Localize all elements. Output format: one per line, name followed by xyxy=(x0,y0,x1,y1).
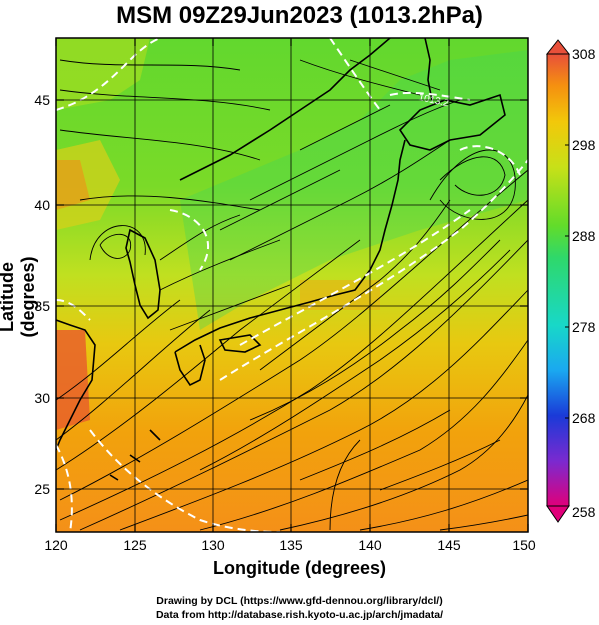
credit-drawing: Drawing by DCL (https://www.gfd-dennou.o… xyxy=(156,595,443,607)
x-tick-label: 125 xyxy=(123,537,147,553)
colorbar-tick-label: 298 xyxy=(572,137,596,153)
x-axis-label: Longitude (degrees) xyxy=(212,558,386,578)
x-tick-label: 120 xyxy=(44,537,68,553)
colorbar-tick-label: 278 xyxy=(572,319,596,335)
x-tick-labels: 120 125 130 135 140 145 150 xyxy=(44,537,536,553)
gridlines xyxy=(56,38,528,532)
y-tick-marks xyxy=(56,99,528,490)
colorbar-tick-label: 288 xyxy=(572,228,596,244)
colorbar-max-arrow xyxy=(545,39,571,55)
y-tick-labels: 25 30 35 40 45 xyxy=(34,92,50,497)
x-tick-label: 150 xyxy=(512,537,536,553)
x-tick-label: 130 xyxy=(201,537,225,553)
colorbar-tick-label: 268 xyxy=(572,410,596,426)
colorbar-min-arrow xyxy=(546,505,570,523)
colorbar-tick-labels: 308 298 288 278 268 258 xyxy=(572,46,596,520)
x-tick-label: 145 xyxy=(437,537,461,553)
y-axis-label: Latitude (degrees) xyxy=(0,256,38,338)
x-tick-label: 140 xyxy=(358,537,382,553)
temperature-field xyxy=(56,38,528,532)
plot-frame xyxy=(55,37,529,533)
x-tick-label: 135 xyxy=(279,537,303,553)
colorbar xyxy=(545,39,571,523)
y-tick-label: 25 xyxy=(34,481,50,497)
y-tick-label: 45 xyxy=(34,92,50,108)
x-tick-marks xyxy=(55,38,529,532)
y-tick-label: 35 xyxy=(34,298,50,314)
y-tick-label: 30 xyxy=(34,390,50,406)
y-tick-label: 40 xyxy=(34,197,50,213)
colorbar-tick-label: 308 xyxy=(572,46,596,62)
map-title: MSM 09Z29Jun2023 (1013.2hPa) xyxy=(116,2,483,29)
credit-data: Data from http://database.rish.kyoto-u.a… xyxy=(155,609,444,621)
colorbar-tick-label: 258 xyxy=(572,504,596,520)
streamlines xyxy=(56,59,528,531)
